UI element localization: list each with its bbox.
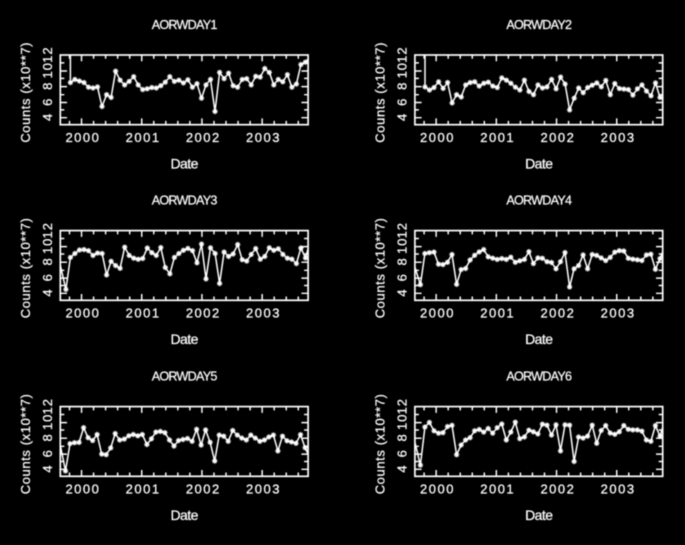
svg-text:6: 6 bbox=[40, 273, 55, 281]
svg-text:8: 8 bbox=[395, 82, 410, 90]
svg-text:10: 10 bbox=[395, 238, 410, 254]
svg-text:6: 6 bbox=[395, 449, 410, 457]
svg-text:6: 6 bbox=[395, 273, 410, 281]
svg-text:8: 8 bbox=[40, 433, 55, 441]
svg-text:2003: 2003 bbox=[601, 482, 636, 497]
svg-text:4: 4 bbox=[395, 464, 410, 472]
svg-text:6: 6 bbox=[395, 98, 410, 106]
svg-text:Date: Date bbox=[171, 156, 199, 172]
svg-text:2003: 2003 bbox=[601, 130, 636, 145]
svg-text:10: 10 bbox=[395, 414, 410, 430]
svg-text:2003: 2003 bbox=[246, 306, 281, 321]
svg-text:2000: 2000 bbox=[65, 482, 100, 497]
svg-text:2000: 2000 bbox=[420, 130, 455, 145]
svg-text:2001: 2001 bbox=[480, 482, 515, 497]
svg-text:8: 8 bbox=[395, 433, 410, 441]
svg-text:12: 12 bbox=[395, 222, 410, 238]
svg-text:Date: Date bbox=[525, 331, 553, 347]
svg-text:12: 12 bbox=[395, 46, 410, 62]
svg-text:12: 12 bbox=[395, 398, 410, 414]
svg-text:12: 12 bbox=[40, 398, 55, 414]
svg-text:6: 6 bbox=[40, 98, 55, 106]
svg-text:2002: 2002 bbox=[540, 130, 575, 145]
svg-text:2002: 2002 bbox=[186, 306, 221, 321]
svg-text:10: 10 bbox=[40, 238, 55, 254]
svg-text:AORWDAY6: AORWDAY6 bbox=[506, 370, 572, 384]
svg-text:Counts (x10**7): Counts (x10**7) bbox=[373, 42, 388, 143]
svg-text:12: 12 bbox=[40, 46, 55, 62]
svg-text:2002: 2002 bbox=[186, 482, 221, 497]
svg-text:AORWDAY4: AORWDAY4 bbox=[506, 194, 572, 208]
svg-text:2001: 2001 bbox=[480, 306, 515, 321]
svg-text:AORWDAY3: AORWDAY3 bbox=[152, 194, 218, 208]
svg-text:8: 8 bbox=[40, 82, 55, 90]
svg-text:2001: 2001 bbox=[480, 130, 515, 145]
svg-text:2003: 2003 bbox=[246, 130, 281, 145]
svg-text:Date: Date bbox=[171, 507, 199, 523]
svg-text:Date: Date bbox=[525, 156, 553, 172]
svg-text:4: 4 bbox=[40, 464, 55, 472]
svg-text:2000: 2000 bbox=[420, 306, 455, 321]
svg-text:Counts (x10**7): Counts (x10**7) bbox=[18, 42, 33, 143]
svg-text:Date: Date bbox=[525, 507, 553, 523]
svg-text:2001: 2001 bbox=[126, 130, 161, 145]
svg-text:2000: 2000 bbox=[65, 306, 100, 321]
svg-text:10: 10 bbox=[395, 62, 410, 78]
svg-text:2003: 2003 bbox=[246, 482, 281, 497]
svg-text:2003: 2003 bbox=[601, 306, 636, 321]
svg-text:2001: 2001 bbox=[126, 482, 161, 497]
svg-text:AORWDAY2: AORWDAY2 bbox=[506, 18, 572, 32]
svg-text:10: 10 bbox=[40, 414, 55, 430]
svg-text:2002: 2002 bbox=[540, 482, 575, 497]
svg-text:12: 12 bbox=[40, 222, 55, 238]
svg-text:2000: 2000 bbox=[65, 130, 100, 145]
svg-text:Counts (x10**7): Counts (x10**7) bbox=[373, 394, 388, 495]
svg-text:8: 8 bbox=[40, 257, 55, 265]
svg-text:Counts (x10**7): Counts (x10**7) bbox=[18, 394, 33, 495]
svg-text:Date: Date bbox=[171, 331, 199, 347]
svg-text:2002: 2002 bbox=[540, 306, 575, 321]
svg-text:6: 6 bbox=[40, 449, 55, 457]
svg-text:2000: 2000 bbox=[420, 482, 455, 497]
svg-text:Counts (x10**7): Counts (x10**7) bbox=[18, 218, 33, 319]
svg-text:Counts (x10**7): Counts (x10**7) bbox=[373, 218, 388, 319]
svg-text:10: 10 bbox=[40, 62, 55, 78]
svg-text:2002: 2002 bbox=[186, 130, 221, 145]
svg-text:4: 4 bbox=[40, 113, 55, 121]
svg-text:4: 4 bbox=[40, 288, 55, 296]
svg-text:AORWDAY5: AORWDAY5 bbox=[152, 370, 218, 384]
svg-text:8: 8 bbox=[395, 257, 410, 265]
svg-text:4: 4 bbox=[395, 288, 410, 296]
svg-text:AORWDAY1: AORWDAY1 bbox=[152, 18, 218, 32]
svg-text:4: 4 bbox=[395, 113, 410, 121]
svg-text:2001: 2001 bbox=[126, 306, 161, 321]
